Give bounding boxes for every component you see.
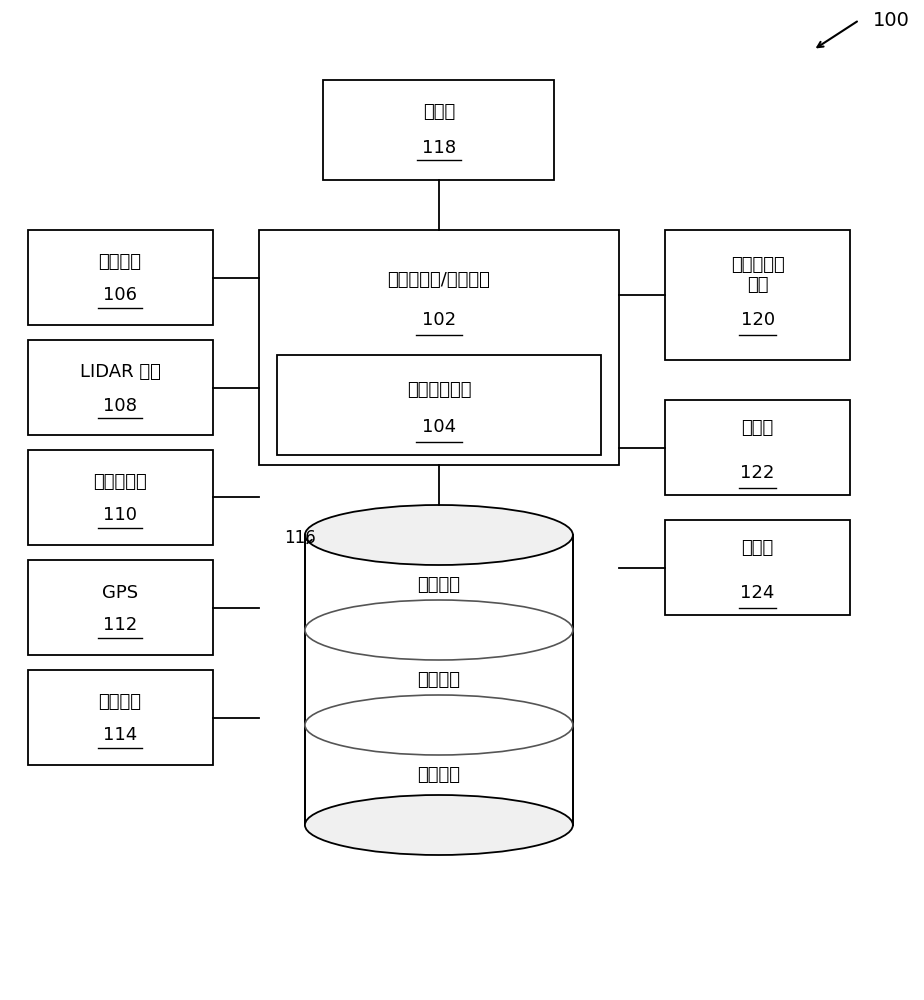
Text: 其他数据: 其他数据 (418, 766, 460, 784)
Text: 116: 116 (285, 529, 316, 547)
FancyBboxPatch shape (28, 230, 213, 325)
Text: 112: 112 (103, 616, 138, 635)
Ellipse shape (305, 695, 573, 755)
Ellipse shape (305, 505, 573, 565)
Text: 收发器: 收发器 (423, 103, 455, 121)
Text: 地图数据: 地图数据 (418, 576, 460, 594)
Text: 扬声器: 扬声器 (742, 538, 773, 556)
Text: 108: 108 (103, 397, 137, 415)
Ellipse shape (305, 600, 573, 660)
Text: 114: 114 (103, 726, 138, 744)
Text: 自动化驾驶/辅助系统: 自动化驾驶/辅助系统 (387, 271, 491, 289)
FancyBboxPatch shape (28, 450, 213, 545)
FancyBboxPatch shape (323, 80, 554, 180)
FancyBboxPatch shape (305, 535, 573, 825)
Text: 超声系统: 超声系统 (99, 694, 141, 712)
FancyBboxPatch shape (28, 560, 213, 655)
Text: 摄像机系统: 摄像机系统 (93, 473, 147, 491)
FancyBboxPatch shape (665, 230, 850, 360)
FancyBboxPatch shape (277, 355, 601, 455)
FancyBboxPatch shape (28, 340, 213, 435)
Text: 124: 124 (740, 584, 775, 601)
Text: 显示器: 显示器 (742, 418, 773, 436)
FancyBboxPatch shape (28, 670, 213, 765)
Text: 104: 104 (422, 418, 456, 436)
Text: 盲区检测系统: 盲区检测系统 (407, 381, 471, 399)
Text: LIDAR 系统: LIDAR 系统 (79, 363, 161, 381)
Text: 100: 100 (873, 10, 910, 29)
Text: 110: 110 (103, 506, 137, 524)
Text: 118: 118 (422, 139, 456, 157)
Text: 106: 106 (103, 286, 137, 304)
FancyBboxPatch shape (665, 520, 850, 615)
Text: 122: 122 (740, 464, 775, 482)
Ellipse shape (305, 795, 573, 855)
Text: 驾驶历史: 驾驶历史 (418, 671, 460, 689)
FancyBboxPatch shape (665, 400, 850, 495)
Text: 车辆控制致
动器: 车辆控制致 动器 (731, 256, 784, 294)
Text: GPS: GPS (102, 584, 139, 601)
Text: 102: 102 (422, 311, 456, 329)
Text: 雷达系统: 雷达系统 (99, 253, 141, 271)
Text: 120: 120 (741, 311, 774, 329)
FancyBboxPatch shape (259, 230, 619, 465)
